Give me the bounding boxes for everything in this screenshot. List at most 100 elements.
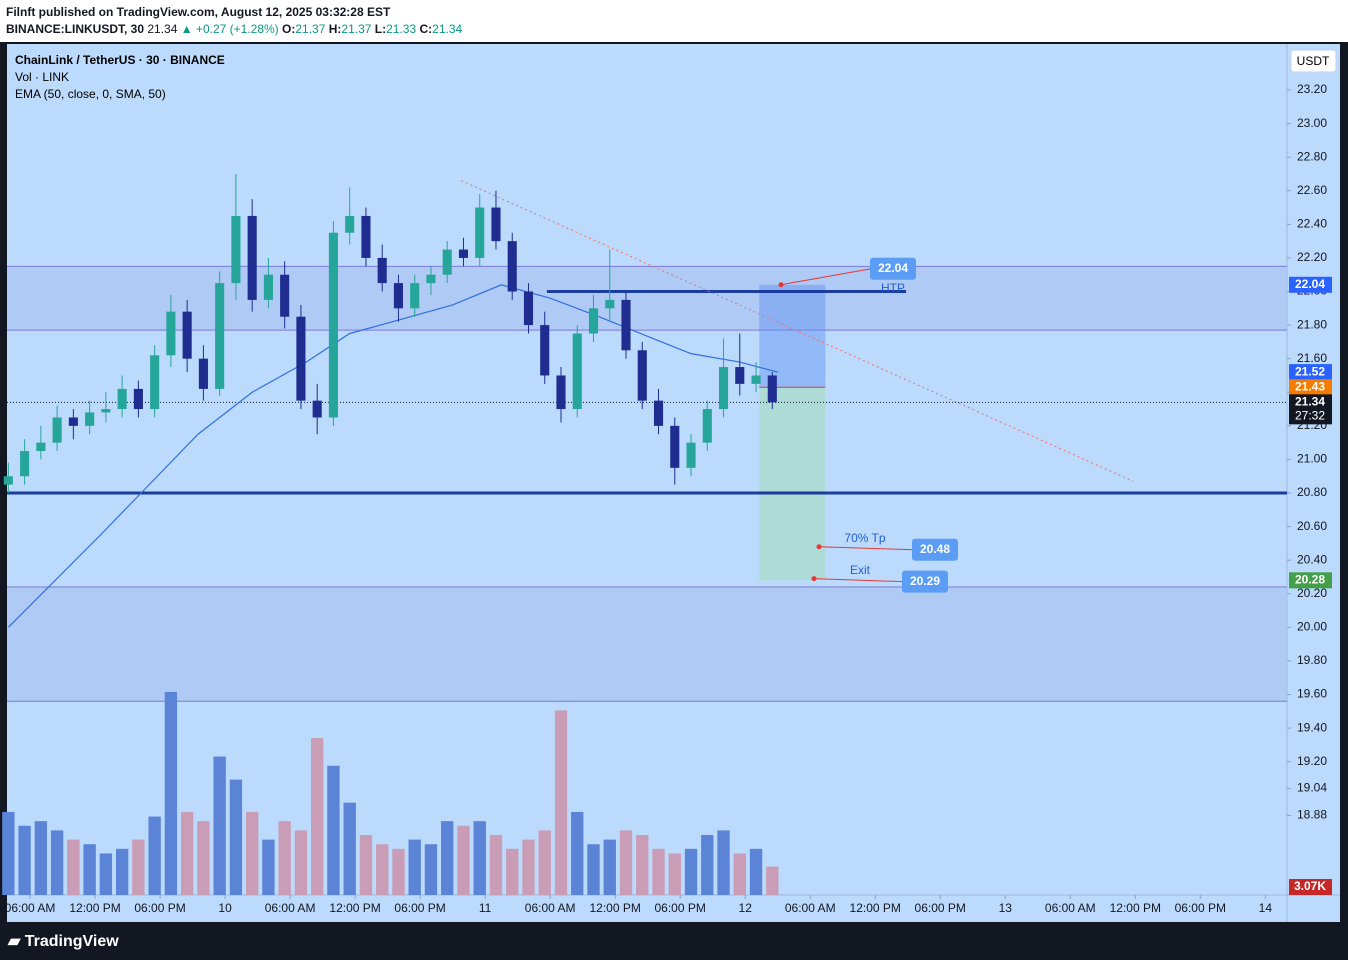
volume-bar xyxy=(148,816,161,895)
x-tick-label: 12:00 PM xyxy=(69,901,120,915)
candle-body xyxy=(686,442,696,468)
callout-line xyxy=(818,546,914,551)
candle-body xyxy=(150,355,160,410)
candle-body xyxy=(52,417,62,443)
volume-bar xyxy=(213,756,226,895)
candle-body xyxy=(653,400,664,426)
volume-bar xyxy=(408,839,421,895)
price-badge xyxy=(1289,276,1332,293)
chart-title: ChainLink / TetherUS · 30 · BINANCE xyxy=(15,53,225,67)
x-tick-label: 06:00 PM xyxy=(394,901,445,915)
brand: ▰ TradingView xyxy=(8,933,119,950)
y-tick-label: 20.20 xyxy=(1297,586,1327,600)
l-value: 21.33 xyxy=(386,22,417,36)
candle-body xyxy=(507,241,517,292)
volume-bar xyxy=(717,830,730,895)
candle-body xyxy=(491,207,501,242)
price-badge xyxy=(1289,364,1332,381)
h-value: 21.37 xyxy=(341,22,372,36)
volume-badge xyxy=(1289,879,1332,895)
countdown: 27:32 xyxy=(1295,409,1325,423)
callout-value: 20.48 xyxy=(920,542,950,556)
candle-body xyxy=(621,299,631,351)
zone xyxy=(7,587,1287,702)
volume-bar xyxy=(571,811,584,895)
volume-bar xyxy=(538,830,551,895)
candle-body xyxy=(751,375,761,384)
candle-body xyxy=(702,409,712,443)
candle-body xyxy=(296,316,306,401)
chart: USDT 23.2023.0022.8022.6022.4022.2022.00… xyxy=(2,44,1340,922)
volume-bar xyxy=(245,811,259,895)
x-tick-label: 06:00 PM xyxy=(654,901,705,915)
y-tick-label: 22.80 xyxy=(1297,149,1327,163)
candle-body xyxy=(767,375,777,403)
volume-bar xyxy=(197,821,210,895)
volume-bar xyxy=(668,853,681,895)
callout-value: 22.04 xyxy=(878,261,908,275)
volume-bar xyxy=(262,839,275,895)
h-label: H: xyxy=(328,22,342,36)
x-tick-label: 06:00 AM xyxy=(785,901,836,915)
volume-bar xyxy=(749,848,763,895)
candle-body xyxy=(20,451,30,477)
volume-bar xyxy=(424,844,438,895)
x-tick-label: 06:00 PM xyxy=(1175,901,1226,915)
target-zone xyxy=(759,284,826,388)
x-tick-label: 06:00 AM xyxy=(525,901,576,915)
y-tick-label: 20.60 xyxy=(1297,519,1327,533)
candle-body xyxy=(328,232,338,418)
header: Filnft published on TradingView.com, Aug… xyxy=(0,0,1348,42)
volume-bar xyxy=(473,821,486,895)
indicator: Vol · LINK xyxy=(15,70,69,84)
candle-body xyxy=(345,215,355,233)
candle-body xyxy=(85,412,95,426)
volume-bar xyxy=(652,848,665,895)
volume-bar xyxy=(164,691,178,895)
price-badge xyxy=(1289,379,1332,396)
candle-body xyxy=(198,358,208,389)
candle-body xyxy=(247,215,257,300)
volume-bar xyxy=(506,848,519,895)
y-tick-label: 19.60 xyxy=(1297,687,1327,701)
volume-bar xyxy=(132,839,145,895)
volume-badge-label: 3.07K xyxy=(1294,879,1326,893)
publish-line: Filnft published on TradingView.com, Aug… xyxy=(6,5,390,19)
volume-bar xyxy=(18,825,31,895)
volume-bar xyxy=(603,839,616,895)
currency-box[interactable] xyxy=(1290,49,1337,73)
volume-bar xyxy=(376,844,389,895)
candle-body xyxy=(475,207,485,258)
candle-body xyxy=(718,367,729,410)
candle-body xyxy=(588,308,599,334)
callout-box xyxy=(912,538,958,561)
o-value: 21.37 xyxy=(295,22,326,36)
x-tick-label: 10 xyxy=(218,901,232,915)
candle-body xyxy=(166,311,176,356)
x-tick-label: 12 xyxy=(739,901,753,915)
y-tick-label: 23.20 xyxy=(1297,82,1327,96)
callout-text: Exit xyxy=(850,563,871,577)
volume-bar xyxy=(441,821,454,895)
candle-body xyxy=(670,425,680,468)
x-tick-label: 06:00 PM xyxy=(915,901,966,915)
y-tick-label: 20.80 xyxy=(1297,485,1327,499)
candle-body xyxy=(133,388,143,410)
candle-body xyxy=(312,400,322,418)
candle-body xyxy=(523,291,534,326)
callout-box xyxy=(870,257,916,280)
volume-bar xyxy=(636,835,649,895)
volume-bar xyxy=(34,821,48,895)
candle-body xyxy=(637,350,647,401)
candle-body xyxy=(36,442,46,452)
candle-body xyxy=(68,417,78,426)
y-tick-label: 20.00 xyxy=(1297,620,1327,634)
ohlc: O:21.37 H:21.37 L:21.33 C:21.34 xyxy=(282,22,462,36)
volume-bar xyxy=(619,830,633,895)
price-badge-label: 21.52 xyxy=(1295,364,1325,378)
candle-body xyxy=(556,375,566,410)
x-tick-label: 06:00 PM xyxy=(134,901,185,915)
volume-bar xyxy=(327,765,340,895)
price-badge-label: 22.04 xyxy=(1295,277,1325,291)
x-tick-label: 12:00 PM xyxy=(589,901,640,915)
